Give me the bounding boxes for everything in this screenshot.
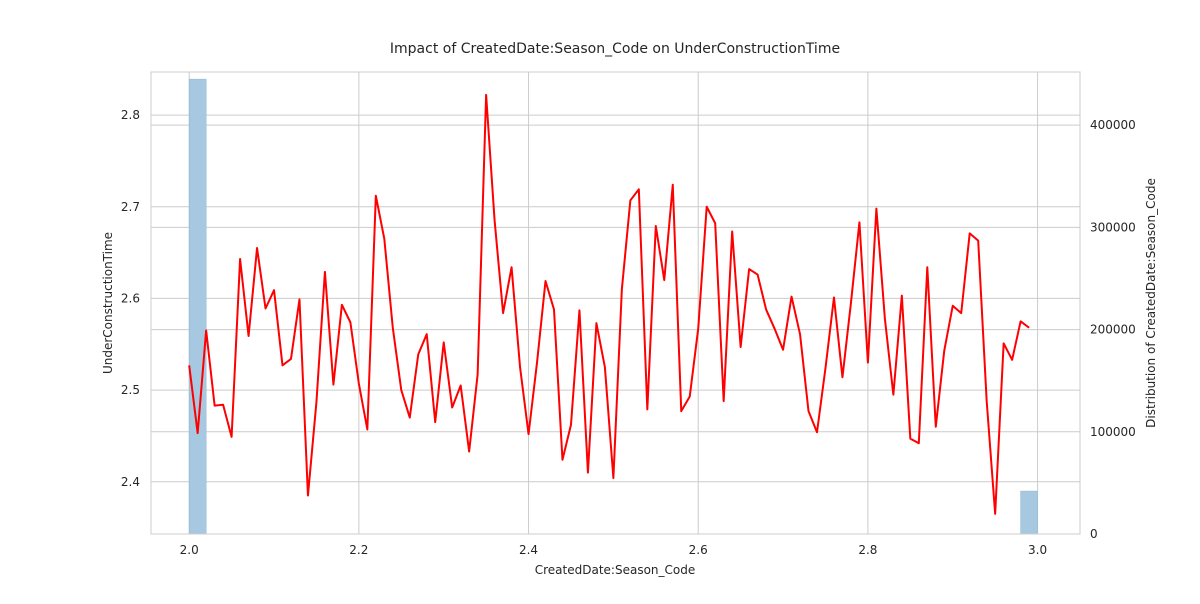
y2-tick-label: 0: [1090, 527, 1098, 541]
grid-layer: [151, 72, 1080, 535]
x-tick-label: 2.0: [180, 543, 199, 557]
y-tick-labels: 2.4 2.5 2.6 2.7 2.8: [121, 108, 140, 489]
histogram-bar: [188, 78, 207, 535]
series-line: [188, 93, 1030, 515]
x-tick-label: 3.0: [1028, 543, 1047, 557]
x-tick-label: 2.6: [689, 543, 708, 557]
plot-frame: [150, 71, 1081, 535]
line-series: [188, 93, 1030, 515]
histogram-bar: [1020, 490, 1038, 535]
y2-tick-label: 200000: [1090, 323, 1136, 337]
histogram-bars: [188, 78, 1038, 535]
chart-title: Impact of CreatedDate:Season_Code on Und…: [390, 41, 840, 57]
x-tick-label: 2.2: [349, 543, 368, 557]
y-tick-label: 2.4: [121, 475, 140, 489]
y2-tick-label: 300000: [1090, 220, 1136, 234]
x-tick-labels: 2.0 2.2 2.4 2.6 2.8 3.0: [180, 543, 1047, 557]
y2-axis-title: Distribution of CreatedDate:Season_Code: [1144, 178, 1158, 428]
y-tick-label: 2.7: [121, 200, 140, 214]
y2-tick-labels: 0 100000 200000 300000 400000: [1090, 118, 1136, 541]
y-tick-label: 2.8: [121, 108, 140, 122]
y2-tick-label: 400000: [1090, 118, 1136, 132]
x-tick-label: 2.8: [858, 543, 877, 557]
x-tick-label: 2.4: [519, 543, 538, 557]
y-tick-label: 2.6: [121, 291, 140, 305]
y2-tick-label: 100000: [1090, 425, 1136, 439]
x-axis-title: CreatedDate:Season_Code: [535, 563, 696, 577]
y-tick-label: 2.5: [121, 383, 140, 397]
y-axis-title: UnderConstructionTime: [101, 232, 115, 374]
